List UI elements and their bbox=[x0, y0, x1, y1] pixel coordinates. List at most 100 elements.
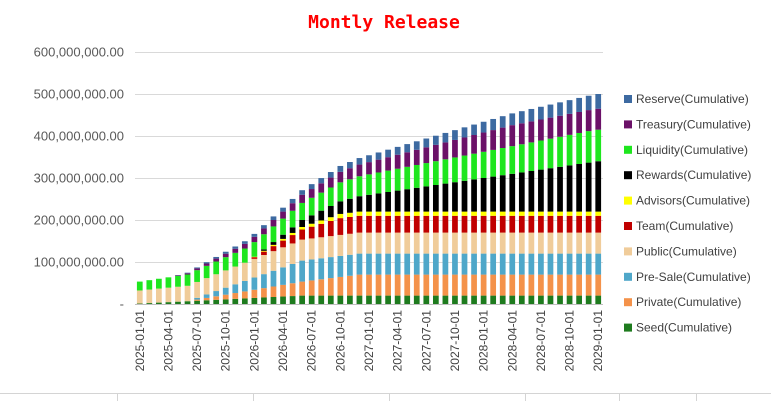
bar-segment bbox=[480, 151, 487, 178]
bar-segment bbox=[165, 287, 172, 303]
bar-segment bbox=[442, 295, 449, 304]
bar-segment bbox=[413, 295, 420, 304]
bar-segment bbox=[213, 256, 220, 259]
bar-segment bbox=[308, 259, 315, 281]
bar-segment bbox=[222, 299, 229, 304]
bar-segment bbox=[518, 211, 525, 216]
x-tick-label: 2028-07-01 bbox=[534, 310, 548, 372]
bar-segment bbox=[261, 228, 267, 235]
bar-segment bbox=[356, 253, 363, 275]
bar-segment bbox=[289, 283, 296, 297]
bar-segment bbox=[423, 186, 430, 212]
bar-segment bbox=[538, 106, 544, 120]
bar-segment bbox=[499, 127, 506, 149]
bar-segment bbox=[423, 295, 430, 304]
bar-segment bbox=[308, 189, 315, 198]
bar-segment bbox=[490, 211, 497, 216]
bar-segment bbox=[251, 277, 258, 290]
bar-segment bbox=[280, 238, 286, 241]
bar-segment bbox=[576, 274, 582, 296]
bar-segment bbox=[480, 295, 487, 304]
bar-segment bbox=[576, 211, 582, 216]
bar-segment bbox=[184, 301, 191, 304]
bar-segment bbox=[547, 295, 554, 304]
bar-segment bbox=[576, 132, 582, 164]
bar-segment bbox=[557, 253, 563, 275]
bar-segment bbox=[146, 289, 153, 304]
bar-segment bbox=[308, 280, 315, 296]
bar-segment bbox=[413, 164, 420, 188]
bar-segment bbox=[318, 258, 325, 280]
bar-segment bbox=[385, 170, 391, 192]
bar-segment bbox=[538, 215, 544, 233]
x-tick-label: 2027-01-01 bbox=[362, 310, 376, 372]
bar-segment bbox=[356, 232, 363, 254]
bar-segment bbox=[490, 295, 497, 304]
bar-segment bbox=[366, 174, 372, 195]
bar-segment bbox=[528, 215, 535, 233]
bar-segment bbox=[585, 162, 592, 212]
bar-segment bbox=[394, 215, 401, 233]
bar-segment bbox=[347, 198, 353, 213]
bar-segment bbox=[413, 149, 420, 165]
bar-segment bbox=[366, 155, 372, 163]
bar-segment bbox=[394, 295, 401, 304]
bar-segment bbox=[404, 189, 411, 212]
bar-segment bbox=[203, 263, 210, 266]
bar-segment bbox=[375, 232, 382, 254]
bar-segment bbox=[499, 211, 506, 216]
bar-segment bbox=[499, 253, 506, 275]
bar-segment bbox=[595, 253, 602, 275]
bar-segment bbox=[585, 131, 592, 163]
bar-segment bbox=[203, 278, 210, 295]
bar-segment bbox=[308, 197, 315, 216]
bar-segment bbox=[595, 161, 602, 212]
bar-segment bbox=[251, 236, 258, 243]
bar-segment bbox=[404, 144, 411, 153]
bar-segment bbox=[442, 183, 449, 212]
bar-segment bbox=[423, 232, 430, 254]
bar-segment bbox=[385, 192, 391, 212]
bar-segment bbox=[528, 253, 535, 275]
bar-segment bbox=[136, 281, 143, 291]
y-tick-label: 600,000,000.00 bbox=[34, 45, 124, 60]
bar-segment bbox=[299, 194, 306, 203]
bar-segment bbox=[261, 249, 267, 251]
bar-segment bbox=[356, 176, 363, 197]
bar-segment bbox=[480, 211, 487, 216]
bar-segment bbox=[566, 274, 573, 296]
bar-segment bbox=[347, 179, 353, 199]
bar-segment bbox=[375, 211, 382, 216]
bar-segment bbox=[366, 274, 372, 296]
bar-segment bbox=[518, 232, 525, 254]
bar-segment bbox=[385, 215, 391, 233]
bar-segment bbox=[232, 246, 239, 249]
bar-segment bbox=[385, 211, 391, 216]
legend-swatch bbox=[624, 323, 632, 332]
bar-segment bbox=[270, 226, 277, 243]
bar-segment bbox=[547, 232, 554, 254]
bar-segment bbox=[318, 210, 325, 221]
bar-segment bbox=[509, 253, 516, 275]
bar-segment bbox=[423, 253, 430, 275]
bar-segment bbox=[585, 110, 592, 132]
bar-segment bbox=[547, 253, 554, 275]
bar-segment bbox=[518, 215, 525, 233]
bar-segment bbox=[337, 201, 344, 214]
bar-segment bbox=[299, 229, 306, 240]
bar-segment bbox=[184, 272, 191, 274]
bar-segment bbox=[318, 220, 325, 224]
bar-segment bbox=[528, 295, 535, 304]
bar-segment bbox=[280, 247, 286, 268]
bar-segment bbox=[327, 257, 334, 279]
bar-segment bbox=[509, 232, 516, 254]
bar-segment bbox=[270, 270, 277, 287]
bar-segment bbox=[461, 127, 468, 138]
bar-segment bbox=[490, 215, 497, 233]
bar-segment bbox=[337, 234, 344, 256]
bar-segment bbox=[299, 295, 306, 304]
bar-segment bbox=[432, 135, 439, 145]
x-tick-label: 2028-10-01 bbox=[563, 310, 577, 372]
bar-segment bbox=[356, 215, 363, 233]
bar-segment bbox=[318, 183, 325, 193]
